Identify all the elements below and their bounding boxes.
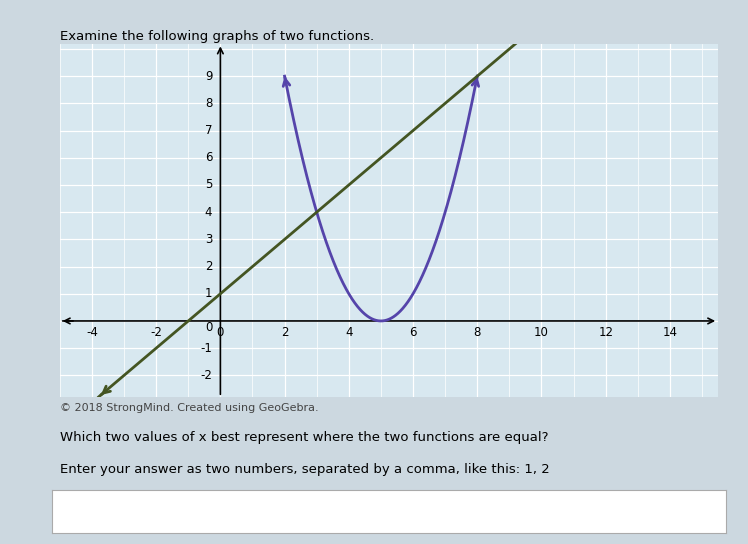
Text: -1: -1 bbox=[200, 342, 212, 355]
Text: 1: 1 bbox=[205, 287, 212, 300]
Text: 7: 7 bbox=[205, 124, 212, 137]
Text: Which two values of x best represent where the two functions are equal?: Which two values of x best represent whe… bbox=[60, 431, 548, 444]
Text: 2: 2 bbox=[205, 260, 212, 273]
Text: -2: -2 bbox=[200, 369, 212, 382]
Text: 4: 4 bbox=[345, 326, 352, 339]
Text: 5: 5 bbox=[205, 178, 212, 191]
Text: 4: 4 bbox=[205, 206, 212, 219]
Text: 2: 2 bbox=[280, 326, 289, 339]
Text: 14: 14 bbox=[663, 326, 678, 339]
Text: 0: 0 bbox=[205, 321, 212, 334]
Text: 12: 12 bbox=[598, 326, 613, 339]
Text: 8: 8 bbox=[205, 97, 212, 110]
Text: Examine the following graphs of two functions.: Examine the following graphs of two func… bbox=[60, 30, 374, 43]
Text: -4: -4 bbox=[86, 326, 98, 339]
Text: 0: 0 bbox=[217, 326, 224, 339]
Text: 3: 3 bbox=[205, 233, 212, 246]
Text: 9: 9 bbox=[205, 70, 212, 83]
Text: 10: 10 bbox=[534, 326, 549, 339]
Text: © 2018 StrongMind. Created using GeoGebra.: © 2018 StrongMind. Created using GeoGebr… bbox=[60, 403, 319, 413]
Text: 6: 6 bbox=[409, 326, 417, 339]
Text: Enter your answer as two numbers, separated by a comma, like this: 1, 2: Enter your answer as two numbers, separa… bbox=[60, 463, 550, 477]
Text: -2: -2 bbox=[150, 326, 162, 339]
Text: 6: 6 bbox=[205, 151, 212, 164]
Text: 8: 8 bbox=[473, 326, 481, 339]
